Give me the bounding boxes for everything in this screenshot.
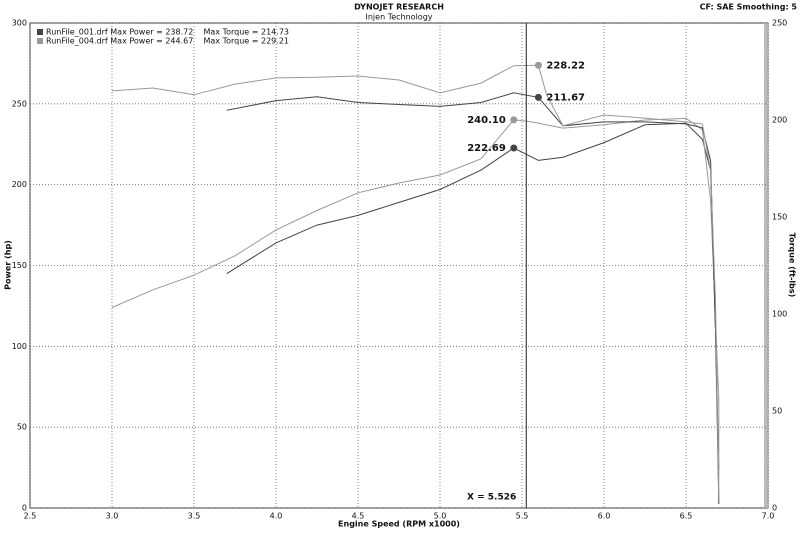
marker	[510, 144, 518, 152]
x-tick-label: 5.5	[516, 512, 529, 521]
y2-axis-title: Torque (ft-lbs)	[788, 233, 797, 298]
y-tick-label: 0	[22, 504, 27, 513]
legend-label: RunFile_001.drf Max Power = 238.72 Max T…	[46, 28, 289, 37]
legend-swatch	[37, 38, 43, 44]
marker-label: 240.10	[467, 115, 506, 126]
y-axis-title: Power (hp)	[4, 240, 13, 290]
x-tick-label: 6.0	[598, 512, 611, 521]
y2-tick-label: 0	[772, 504, 777, 513]
cursor-label: X = 5.526	[467, 493, 516, 503]
x-tick-label: 6.5	[680, 512, 693, 521]
legend-label: RunFile_004.drf Max Power = 244.67 Max T…	[46, 37, 289, 46]
y2-tick-label: 100	[772, 310, 787, 319]
marker-label: 211.67	[546, 92, 585, 103]
marker	[534, 93, 542, 101]
corner-note: CF: SAE Smoothing: 5	[700, 3, 798, 12]
y2-tick-label: 50	[772, 407, 782, 416]
series-line	[111, 64, 720, 501]
y2-tick-label: 150	[772, 213, 787, 222]
x-tick-label: 5.0	[434, 512, 447, 521]
marker-label: 228.22	[546, 60, 585, 71]
chart-title: DYNOJET RESEARCH	[354, 3, 444, 12]
y-tick-label: 150	[12, 261, 27, 270]
x-tick-label: 4.5	[352, 512, 365, 521]
y2-tick-label: 200	[772, 116, 787, 125]
series-line	[226, 122, 720, 470]
marker-label: 222.69	[467, 143, 506, 154]
y-tick-label: 100	[12, 342, 27, 351]
x-tick-label: 4.0	[270, 512, 283, 521]
series-line	[226, 92, 720, 505]
y-tick-label: 250	[12, 99, 27, 108]
y-tick-label: 50	[17, 423, 27, 432]
series-line	[111, 117, 720, 500]
y-tick-label: 200	[12, 180, 27, 189]
x-tick-label: 2.5	[24, 512, 37, 521]
x-axis-title: Engine Speed (RPM x1000)	[338, 520, 460, 529]
y2-tick-label: 250	[772, 19, 787, 28]
y-tick-label: 300	[12, 19, 27, 28]
x-tick-label: 3.5	[188, 512, 201, 521]
x-tick-label: 7.0	[762, 512, 775, 521]
marker	[534, 61, 542, 69]
legend-swatch	[37, 29, 43, 35]
chart-subtitle: Injen Technology	[366, 13, 433, 22]
x-tick-label: 3.0	[106, 512, 119, 521]
marker	[510, 116, 518, 124]
frame-edge	[764, 23, 769, 508]
